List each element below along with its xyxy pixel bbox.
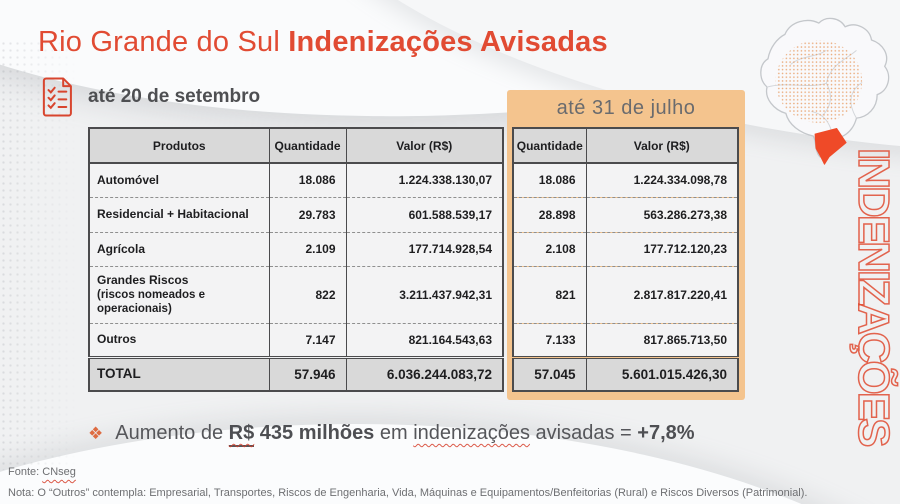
- cell-produto: Grandes Riscos (riscos nomeados e operaci…: [88, 265, 269, 323]
- produto-label: Residencial + Habitacional: [97, 207, 249, 221]
- title-regular: Rio Grande do Sul: [38, 26, 289, 58]
- produto-label: Grandes Riscos: [97, 272, 189, 287]
- cell-quantidade: 2.108: [512, 231, 586, 266]
- highlight-annotation: ❖ Aumento de R$ 435 milhões em indenizaç…: [88, 422, 695, 447]
- cell-quantidade: 2.109: [268, 231, 346, 266]
- highlight-word: indenizações: [413, 422, 530, 444]
- diamond-bullet-icon: ❖: [88, 423, 104, 443]
- period-left-block: até 20 de setembro: [40, 76, 260, 118]
- rio-grande-do-sul-state: [814, 128, 847, 165]
- highlight-mid: avisadas =: [529, 422, 638, 444]
- table-row: 18.086 1.224.334.098,78: [512, 163, 738, 197]
- period-left-label: até 20 de setembro: [88, 86, 261, 107]
- header-row: Quantidade Valor (R$): [512, 128, 738, 164]
- cell-quantidade: 18.086: [512, 163, 586, 197]
- produto-label: Agrícola: [97, 241, 146, 256]
- highlight-percent: +7,8%: [637, 422, 695, 444]
- cell-quantidade: 29.783: [268, 196, 346, 232]
- cell-quantidade: 7.147: [268, 322, 346, 357]
- cell-valor: 177.712.120,23: [585, 231, 738, 266]
- dotted-region: [775, 40, 863, 123]
- cell-total-quantidade: 57.946: [268, 355, 346, 391]
- cell-quantidade: 18.086: [268, 163, 346, 197]
- cell-valor: 2.817.817.220,41: [585, 265, 738, 323]
- cell-total-valor: 5.601.015.426,30: [585, 355, 738, 391]
- table-row: Residencial + Habitacional 29.783 601.58…: [88, 196, 503, 232]
- cell-valor: 601.588.539,17: [345, 196, 503, 232]
- table-until-31-july: Quantidade Valor (R$) 18.086 1.224.334.0…: [512, 127, 739, 392]
- cell-total-valor: 6.036.244.083,72: [345, 355, 503, 391]
- table-row: 28.898 563.286.273,38: [512, 196, 738, 232]
- table-row: Agrícola 2.109 177.714.928,54: [88, 231, 503, 266]
- cell-valor: 563.286.273,38: [585, 196, 738, 232]
- title-bold: Indenizações Avisadas: [288, 26, 608, 58]
- vertical-title: INDENIZAÇÕES: [848, 147, 899, 445]
- cell-valor: 821.164.543,63: [345, 322, 503, 357]
- dot-texture: [0, 40, 80, 470]
- table-row: 2.108 177.712.120,23: [512, 231, 738, 266]
- column-header-quantidade: Quantidade: [512, 128, 586, 164]
- column-header-valor: Valor (R$): [585, 128, 738, 164]
- note-line: Nota: O “Outros” contempla: Empresarial,…: [8, 487, 808, 499]
- cell-valor: 817.865.713,50: [585, 322, 738, 357]
- total-row: 57.045 5.601.015.426,30: [512, 355, 738, 391]
- highlight-text: Aumento de R$ 435 milhões em indenizaçõe…: [115, 422, 695, 447]
- cell-valor: 1.224.334.098,78: [585, 163, 738, 197]
- highlight-mid: em: [374, 422, 414, 444]
- cell-valor: 1.224.338.130,07: [345, 163, 503, 197]
- checklist-icon: [42, 77, 72, 117]
- cell-valor: 3.211.437.942,31: [345, 265, 503, 323]
- table-row: 7.133 817.865.713,50: [512, 322, 738, 357]
- cell-total-quantidade: 57.045: [512, 355, 586, 391]
- table-until-20-september: Produtos Quantidade Valor (R$) Automóvel…: [88, 127, 504, 392]
- source-label: Fonte:: [8, 466, 43, 478]
- produto-label: Outros: [97, 332, 137, 346]
- column-header-quantidade: Quantidade: [268, 128, 346, 164]
- header-row: Produtos Quantidade Valor (R$): [88, 128, 503, 164]
- source-value: CNseg: [42, 466, 76, 478]
- produto-label: Automóvel: [97, 172, 160, 187]
- table-row: Outros 7.147 821.164.543,63: [88, 322, 503, 357]
- period-right-label: até 31 de julho: [556, 97, 696, 119]
- page-title: Rio Grande do Sul Indenizações Avisadas: [38, 26, 608, 59]
- brazil-map-graphic: [760, 17, 890, 165]
- column-header-valor: Valor (R$): [345, 128, 503, 164]
- cell-total-label: TOTAL: [88, 355, 269, 391]
- highlight-prefix: Aumento de: [115, 422, 229, 444]
- cell-valor: 177.714.928,54: [345, 231, 503, 266]
- cell-produto: Automóvel: [88, 163, 269, 197]
- table-row: Grandes Riscos (riscos nomeados e operaci…: [88, 265, 503, 323]
- source-line: Fonte: CNseg: [8, 466, 76, 478]
- total-row: TOTAL 57.946 6.036.244.083,72: [88, 355, 503, 391]
- produto-sublabel: (riscos nomeados e operacionais): [97, 288, 206, 315]
- table-row: Automóvel 18.086 1.224.338.130,07: [88, 163, 503, 197]
- cell-quantidade: 822: [268, 265, 346, 323]
- table-row: 821 2.817.817.220,41: [512, 265, 738, 323]
- currency-symbol: R$: [228, 422, 255, 444]
- cell-produto: Agrícola: [88, 231, 269, 266]
- cell-quantidade: 821: [512, 265, 586, 323]
- cell-quantidade: 7.133: [512, 322, 586, 357]
- highlight-currency: R$: [228, 422, 255, 447]
- cell-produto: Outros: [88, 322, 269, 357]
- cell-quantidade: 28.898: [512, 196, 586, 232]
- column-header-produtos: Produtos: [88, 128, 269, 164]
- cell-produto: Residencial + Habitacional: [88, 196, 269, 232]
- highlight-amount: 435 milhões: [254, 422, 375, 444]
